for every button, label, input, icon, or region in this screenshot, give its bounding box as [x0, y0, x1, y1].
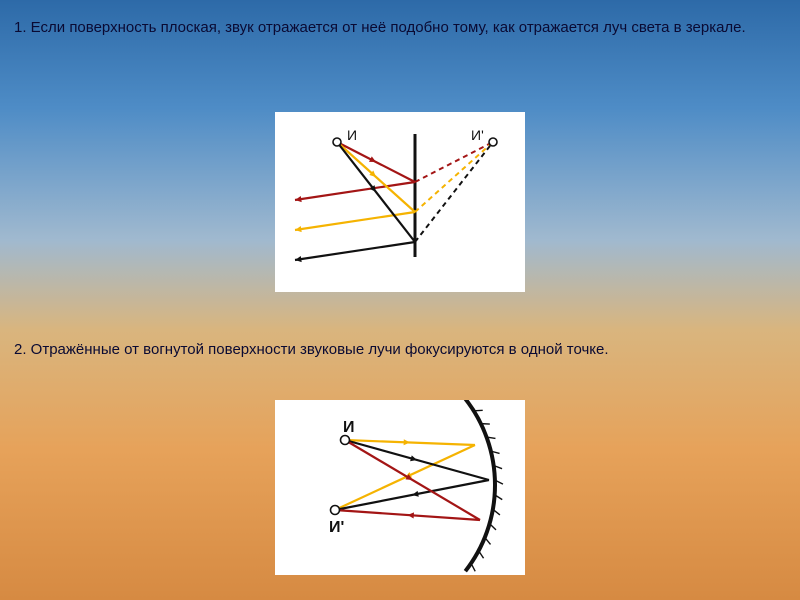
svg-text:И': И' [329, 519, 344, 536]
diagram-concave-mirror-svg: И И' [275, 400, 525, 575]
svg-text:И': И' [471, 127, 484, 143]
svg-text:И: И [343, 419, 355, 436]
diagram-concave-mirror: И И' [275, 400, 525, 575]
paragraph-2: 2. Отражённые от вогнутой поверхности зв… [14, 340, 774, 360]
svg-text:И: И [347, 127, 357, 143]
paragraph-1: 1. Если поверхность плоская, звук отража… [14, 18, 774, 38]
diagram-flat-mirror-svg: И И' [275, 112, 525, 292]
slide: 1. Если поверхность плоская, звук отража… [0, 0, 800, 600]
diagram-flat-mirror: И И' [275, 112, 525, 292]
